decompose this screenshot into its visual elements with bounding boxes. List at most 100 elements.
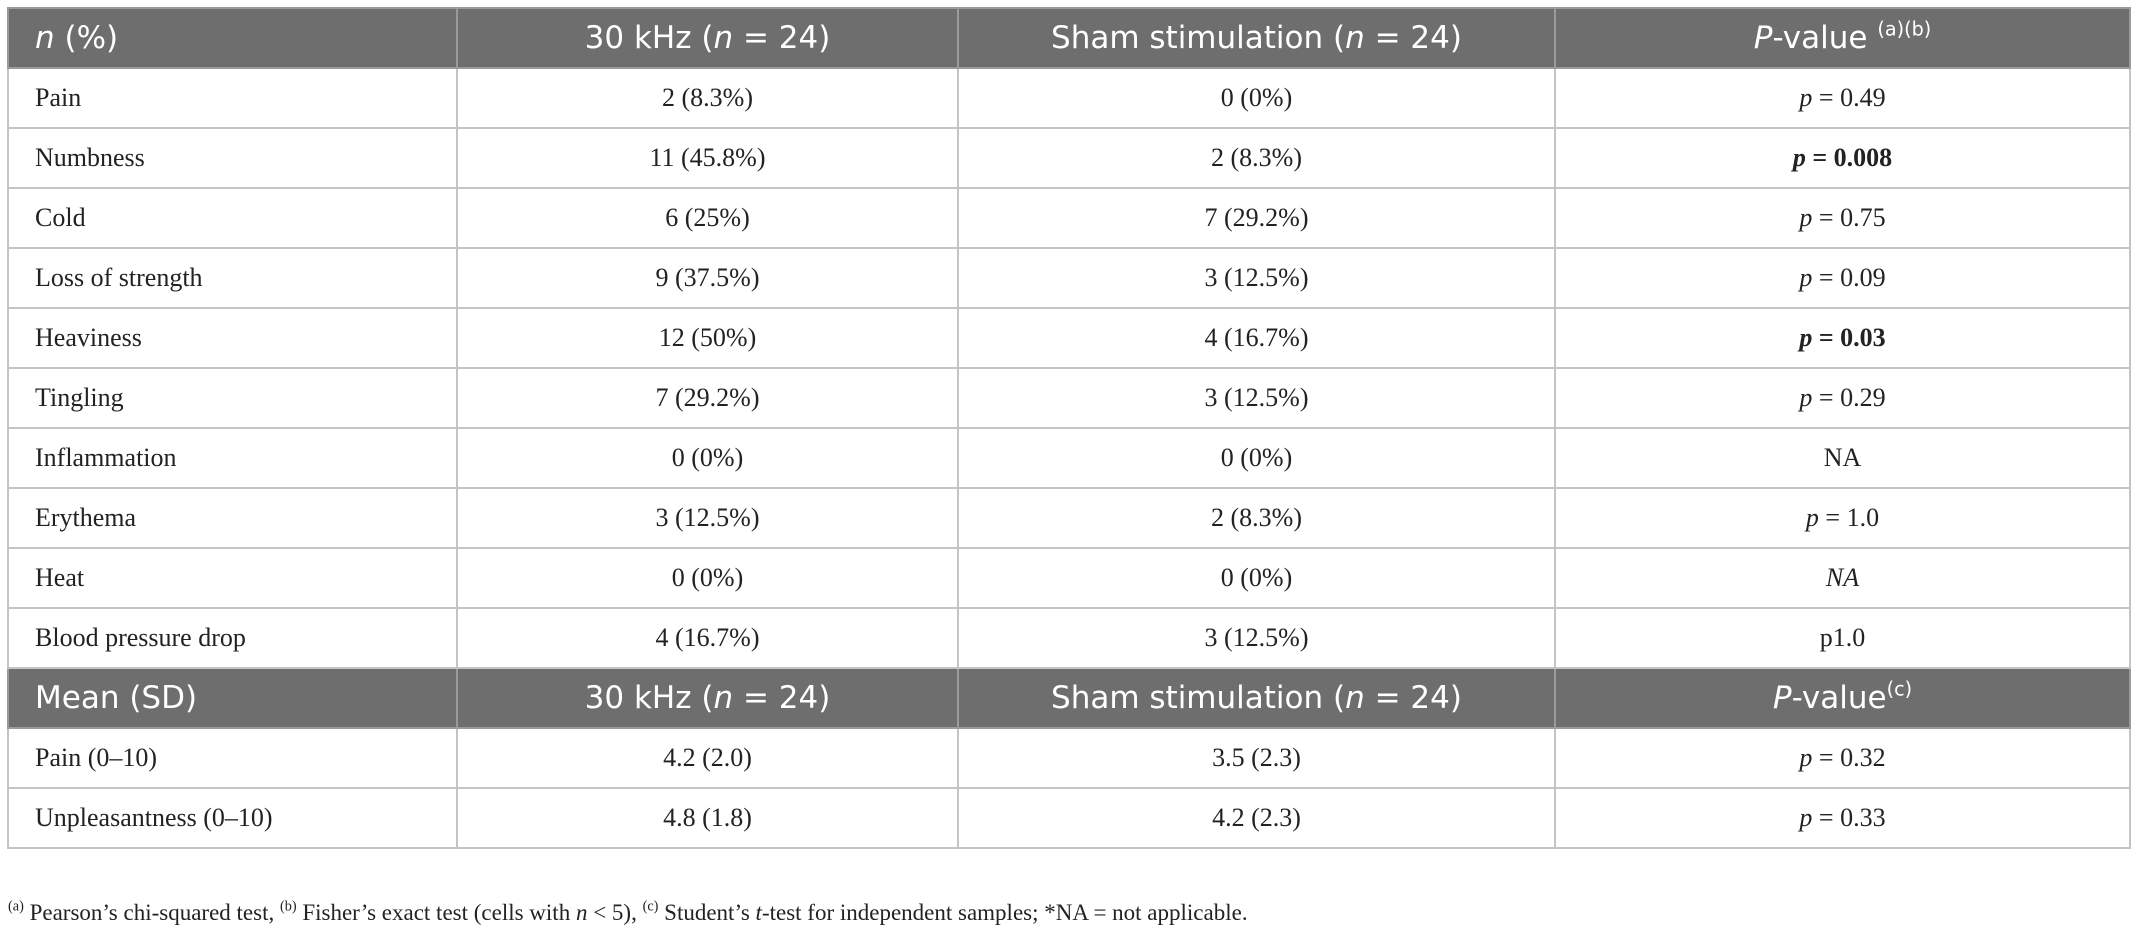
cell-text: 4.2 (2.3) — [1212, 803, 1301, 832]
table-cell: 11 (45.8%) — [456, 127, 959, 189]
cell-text: 0 (0%) — [671, 443, 744, 472]
text-run: n — [575, 900, 588, 925]
text-run: p — [1799, 383, 1813, 412]
table-row: Pain 2 (8.3%) 0 (0%) p = 0.49 — [7, 67, 2131, 129]
cell-text: 9 (37.5%) — [655, 263, 760, 292]
table-cell: p = 0.09 — [1554, 247, 2131, 309]
text-run: n — [35, 20, 55, 56]
table-row: Unpleasantness (0–10) 4.8 (1.8) 4.2 (2.3) p… — [7, 787, 2131, 849]
text-run: = 0.49 — [1812, 83, 1886, 112]
text-run: -test for independent samples; *NA = not… — [761, 900, 1248, 925]
table-cell: 2 (8.3%) — [456, 67, 959, 129]
superscript: (b) — [279, 898, 297, 915]
superscript: (a) — [8, 898, 24, 915]
table-row: Loss of strength 9 (37.5%) 3 (12.5%) p = 0.… — [7, 247, 2131, 309]
header-cell: 30 kHz (n = 24) — [456, 7, 959, 69]
header-row: n (%) 30 kHz (n = 24) Sham stimulation (n … — [7, 7, 2131, 69]
cell-text: 12 (50%) — [658, 323, 757, 352]
text-run: n — [713, 20, 734, 56]
table-cell: 0 (0%) — [957, 67, 1556, 129]
cell-text: 0 (0%) — [1220, 563, 1293, 592]
text-run: Student’s — [658, 900, 756, 925]
header-cell: P-value(c) — [1554, 667, 2131, 729]
text-run: Pearson’s chi-squared test, — [23, 900, 280, 925]
cell-text: Pain — [35, 83, 82, 112]
cell-text: Pain (0–10) — [35, 743, 158, 772]
text-run: = 0.008 — [1805, 143, 1893, 172]
table-cell: p = 1.0 — [1554, 487, 2131, 549]
table-cell: p = 0.03 — [1554, 307, 2131, 369]
table-cell: 4.8 (1.8) — [456, 787, 959, 849]
table-cell: Heaviness — [7, 307, 458, 369]
table-cell: 2 (8.3%) — [957, 127, 1556, 189]
text-run: = 24) — [733, 680, 831, 716]
text-run: (%) — [54, 20, 119, 56]
text-run: p — [1799, 743, 1813, 772]
table-cell: 3 (12.5%) — [957, 607, 1556, 669]
table-cell: 2 (8.3%) — [957, 487, 1556, 549]
text-run: p — [1805, 503, 1819, 532]
text-run: Sham stimulation ( — [1051, 20, 1346, 56]
text-run: = 1.0 — [1818, 503, 1880, 532]
cell-text: 2 (8.3%) — [662, 83, 753, 112]
table-cell: Loss of strength — [7, 247, 458, 309]
cell-text: Cold — [35, 203, 86, 232]
table-cell: Pain (0–10) — [7, 727, 458, 789]
header-cell: 30 kHz (n = 24) — [456, 667, 959, 729]
cell-text: 0 (0%) — [671, 563, 744, 592]
cell-text: 7 (29.2%) — [1204, 203, 1309, 232]
table-cell: p1.0 — [1554, 607, 2131, 669]
table-cell: 0 (0%) — [456, 427, 959, 489]
table-cell: 7 (29.2%) — [456, 367, 959, 429]
table-cell: 6 (25%) — [456, 187, 959, 249]
superscript: (a)(b) — [1877, 17, 1932, 41]
header-cell: n (%) — [7, 7, 458, 69]
table-row: Cold 6 (25%) 7 (29.2%) p = 0.75 — [7, 187, 2131, 249]
text-run: -value — [1791, 680, 1887, 716]
table-cell: p = 0.49 — [1554, 67, 2131, 129]
text-run: P — [1753, 20, 1773, 56]
cell-text: 3 (12.5%) — [1204, 263, 1309, 292]
header-cell: Sham stimulation (n = 24) — [957, 667, 1556, 729]
table-row: Erythema 3 (12.5%) 2 (8.3%) p = 1.0 — [7, 487, 2131, 549]
cell-text: 4 (16.7%) — [655, 623, 760, 652]
cell-text: Numbness — [35, 143, 145, 172]
text-run: t — [755, 900, 762, 925]
text-run: n — [1345, 20, 1365, 56]
cell-text: 4.8 (1.8) — [663, 803, 752, 832]
header-cell: Mean (SD) — [7, 667, 458, 729]
cell-text: Blood pressure drop — [35, 623, 246, 652]
cell-text: Loss of strength — [35, 263, 203, 292]
text-run: = 0.29 — [1812, 383, 1886, 412]
text-run: Sham stimulation ( — [1051, 680, 1346, 716]
text-run: = 24) — [733, 20, 831, 56]
text-run: = 0.09 — [1812, 263, 1886, 292]
table-cell: 9 (37.5%) — [456, 247, 959, 309]
cell-text: Inflammation — [35, 443, 177, 472]
table-cell: p = 0.75 — [1554, 187, 2131, 249]
table-cell: Inflammation — [7, 427, 458, 489]
table-cell: NA — [1554, 427, 2131, 489]
text-run: = 0.33 — [1812, 803, 1886, 832]
table-row: Inflammation 0 (0%) 0 (0%) NA — [7, 427, 2131, 489]
text-run: 30 kHz ( — [584, 20, 714, 56]
table-cell: Blood pressure drop — [7, 607, 458, 669]
table-cell: Heat — [7, 547, 458, 609]
cell-text: 7 (29.2%) — [655, 383, 760, 412]
table-row: Pain (0–10) 4.2 (2.0) 3.5 (2.3) p = 0.32 — [7, 727, 2131, 789]
text-run: NA — [1825, 563, 1860, 592]
superscript: (c) — [642, 898, 659, 915]
data-table: n (%) 30 kHz (n = 24) Sham stimulation (n … — [7, 7, 2131, 849]
table-cell: 3 (12.5%) — [456, 487, 959, 549]
text-run: -value — [1772, 20, 1878, 56]
cell-text: Erythema — [35, 503, 137, 532]
cell-text: p1.0 — [1819, 623, 1866, 652]
cell-text: 6 (25%) — [665, 203, 750, 232]
table-cell: Numbness — [7, 127, 458, 189]
cell-text: 3 (12.5%) — [655, 503, 760, 532]
table-cell: Pain — [7, 67, 458, 129]
table-cell: 0 (0%) — [957, 427, 1556, 489]
table-body: n (%) 30 kHz (n = 24) Sham stimulation (n … — [7, 7, 2131, 849]
cell-text: Heaviness — [35, 323, 142, 352]
header-cell: P-value (a)(b) — [1554, 7, 2131, 69]
